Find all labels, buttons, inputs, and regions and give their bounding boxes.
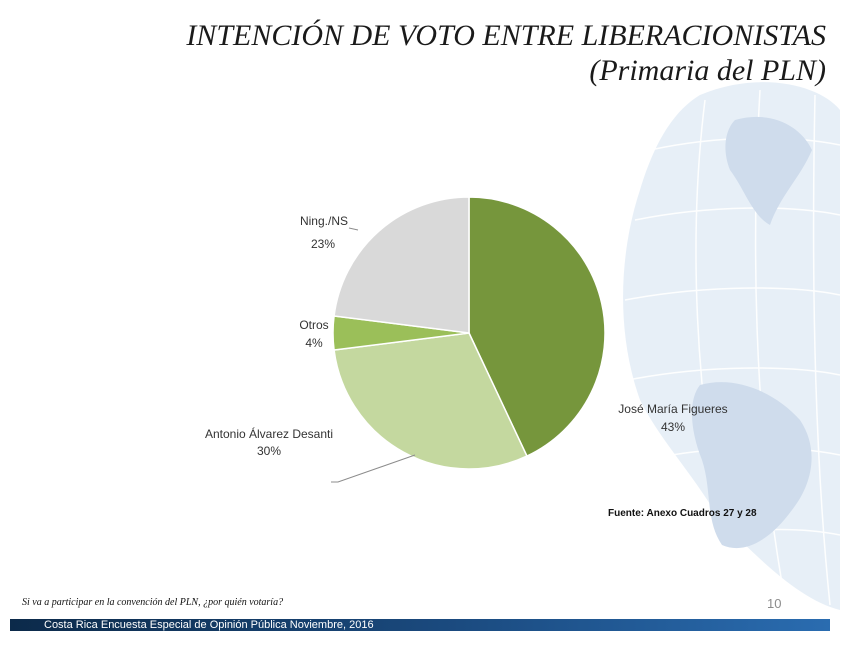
leader-line-ning-ns <box>348 227 359 231</box>
pie-slice-jose-maria-figueres <box>468 196 606 458</box>
title-line-2: (Primaria del PLN) <box>589 54 826 87</box>
footer-bar: Costa Rica Encuesta Especial de Opinión … <box>10 619 830 631</box>
label-ning-ns-value: 23% <box>311 237 335 251</box>
label-otros-name: Otros <box>299 318 328 332</box>
label-otros-value: 4% <box>305 336 323 350</box>
footer-text: Costa Rica Encuesta Especial de Opinión … <box>44 619 374 631</box>
label-figueres-name: José María Figueres <box>618 402 727 416</box>
label-alvarez-desanti-value: 30% <box>257 444 281 458</box>
leader-line-alvarez-desanti <box>331 454 416 483</box>
source-note: Fuente: Anexo Cuadros 27 y 28 <box>608 508 757 519</box>
page-number: 10 <box>767 596 782 611</box>
survey-question: Si va a participar en la convención del … <box>22 597 284 608</box>
pie-labels: Ning./NS 23% Otros 4% Antonio Álvarez De… <box>205 214 728 483</box>
label-alvarez-desanti-name: Antonio Álvarez Desanti <box>205 426 333 441</box>
title-line-1: INTENCIÓN DE VOTO ENTRE LIBERACIONISTAS <box>186 19 826 52</box>
pie-slice-antonio-alvarez-desanti <box>333 332 528 470</box>
slide-title: INTENCIÓN DE VOTO ENTRE LIBERACIONISTAS … <box>186 18 826 88</box>
label-ning-ns-name: Ning./NS <box>300 214 348 228</box>
pie-slice-ning-ns <box>333 196 470 334</box>
pie-slices <box>332 196 606 470</box>
label-figueres-value: 43% <box>661 420 685 434</box>
